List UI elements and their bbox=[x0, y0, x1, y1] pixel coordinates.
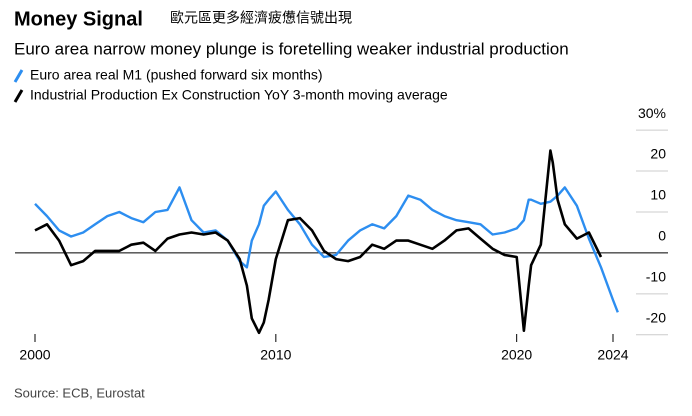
legend-swatch bbox=[13, 69, 24, 83]
subtitle: Euro area narrow money plunge is foretel… bbox=[14, 39, 569, 58]
y-tick-label: 10 bbox=[650, 187, 666, 203]
chart-title: Money Signal bbox=[14, 8, 143, 30]
x-tick-label: 2010 bbox=[260, 347, 291, 363]
y-tick-label: -20 bbox=[646, 310, 666, 326]
source: Source: ECB, Eurostat bbox=[14, 385, 145, 400]
x-tick-label: 2024 bbox=[597, 347, 628, 363]
x-tick-label: 2020 bbox=[501, 347, 532, 363]
legend-label: Euro area real M1 (pushed forward six mo… bbox=[30, 67, 323, 83]
legend-swatch bbox=[13, 89, 24, 103]
y-tick-label: -10 bbox=[646, 269, 666, 285]
title-note: 歐元區更多經濟疲憊信號出現 bbox=[170, 10, 352, 26]
y-tick-label: 0 bbox=[658, 228, 666, 244]
y-tick-label: 30% bbox=[638, 105, 666, 121]
series-line bbox=[34, 186, 619, 313]
series-line bbox=[34, 149, 603, 335]
legend-label: Industrial Production Ex Construction Yo… bbox=[30, 87, 448, 103]
y-tick-label: 20 bbox=[650, 146, 666, 162]
x-tick-label: 2000 bbox=[19, 347, 50, 363]
